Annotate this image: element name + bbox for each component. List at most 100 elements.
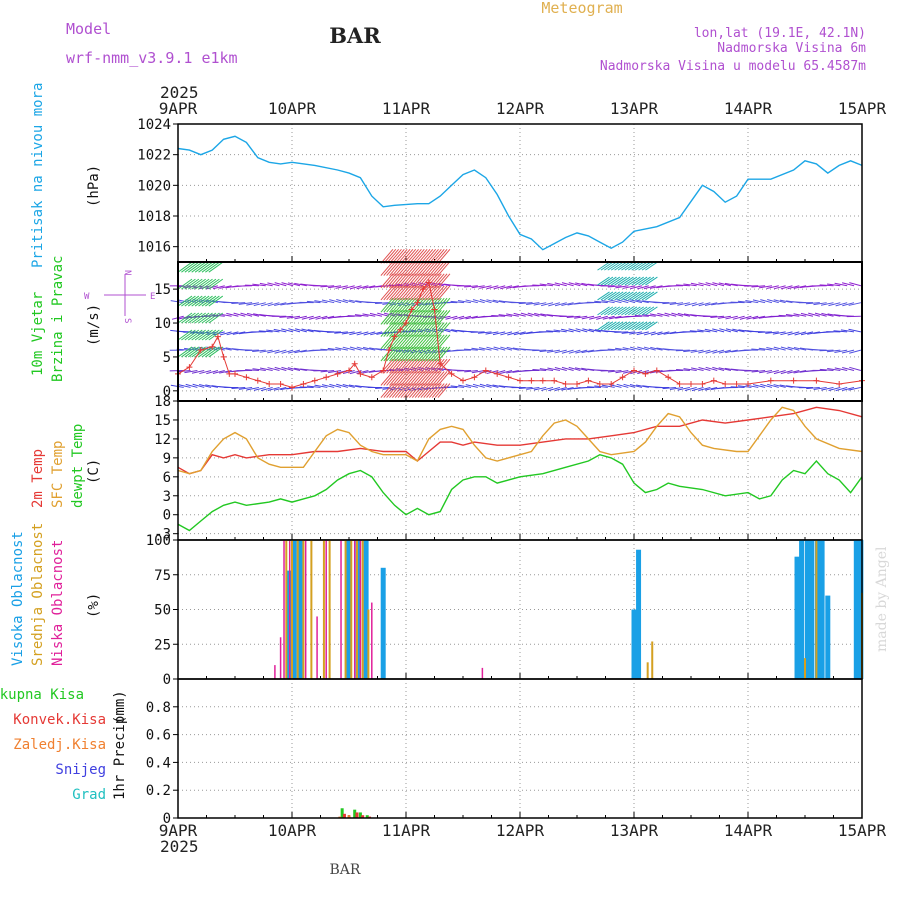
- wind-barb-green: [191, 261, 206, 273]
- wind-barb: [737, 385, 752, 388]
- wind-barb-teal: [645, 291, 658, 301]
- wind-barb: [260, 302, 273, 307]
- wind-barb: [471, 347, 485, 351]
- wind-barb: [238, 302, 253, 305]
- wind-barb: [683, 283, 697, 287]
- wind-barb-storm: [437, 322, 451, 337]
- y-tick-label: 0.8: [146, 700, 171, 716]
- wind-barb: [397, 302, 410, 307]
- wind-barb: [479, 299, 492, 304]
- wind-barb: [526, 302, 540, 305]
- wind-barb-teal: [610, 291, 624, 301]
- wind-barb-storm: [411, 383, 425, 398]
- wind-barb-storm: [428, 261, 442, 276]
- wind-speed-point: [494, 370, 501, 377]
- wind-barb: [710, 315, 725, 319]
- wind-barb-storm: [409, 310, 422, 325]
- wind-barb: [500, 331, 513, 336]
- wind-speed-point: [631, 367, 637, 374]
- wind-barb-storm: [437, 273, 451, 289]
- wind-barb-teal: [638, 276, 651, 286]
- wind-barb-storm: [386, 285, 399, 301]
- wind-barb-storm: [394, 261, 408, 276]
- wind-barb-teal: [614, 321, 627, 331]
- wind-barb-teal: [624, 276, 638, 286]
- wind-speed-point: [460, 377, 466, 384]
- wind-barb: [520, 312, 533, 317]
- wind-barb: [498, 314, 513, 317]
- wind-barb: [765, 331, 779, 334]
- wind-barb: [780, 346, 793, 351]
- wind-barb-green: [181, 295, 196, 307]
- date-label-top: 12APR: [496, 99, 545, 118]
- wind-barb-teal: [628, 276, 641, 286]
- wind-barb: [730, 386, 745, 388]
- wind-barb-green: [184, 261, 200, 273]
- wind-barb-teal: [641, 276, 655, 286]
- wind-barb: [820, 302, 834, 306]
- wind-barb: [212, 331, 225, 336]
- wind-barb: [267, 367, 280, 371]
- wind-barb: [253, 302, 266, 307]
- wind-barb: [539, 368, 554, 371]
- wind-barb-storm: [409, 383, 422, 398]
- wind-barb-storm: [414, 322, 428, 337]
- wind-barb: [698, 282, 711, 287]
- wind-barb: [199, 370, 212, 375]
- wind-barb: [704, 328, 718, 333]
- precip-bar: [340, 808, 344, 818]
- wind-barb-storm: [380, 310, 394, 325]
- wind-barb-teal: [617, 306, 631, 316]
- wind-barb: [506, 346, 519, 351]
- wind-barb: [793, 369, 807, 374]
- wind-barb: [486, 285, 499, 290]
- wind-barb-storm: [380, 297, 394, 313]
- wind-barb: [486, 299, 499, 304]
- wind-barb: [785, 314, 800, 317]
- model-name: wrf-nmm_v3.9.1 e1km: [66, 49, 238, 67]
- wind-barb: [657, 312, 670, 317]
- wind-barb: [342, 299, 355, 304]
- wind-barb: [819, 368, 834, 371]
- wind-barb-storm: [434, 334, 448, 350]
- wind-barb-storm: [380, 334, 394, 350]
- cloud-bar: [304, 540, 307, 679]
- wind-barb: [349, 331, 362, 336]
- wind-speed-point: [619, 374, 626, 381]
- wind-barb-storm: [426, 346, 439, 362]
- series-line-2m-temp: [177, 406, 863, 475]
- pressure-unit-label: (hPa): [86, 165, 102, 207]
- wind-barb: [199, 383, 212, 388]
- wind-barb: [539, 283, 554, 287]
- wind-barb-storm: [397, 371, 411, 386]
- wind-barb: [541, 386, 554, 391]
- wind-barb-storm: [383, 371, 397, 386]
- wind-speed-point: [528, 377, 535, 384]
- wind-barb-storm: [391, 261, 405, 276]
- wind-barb-storm: [409, 371, 422, 386]
- wind-barb: [787, 346, 800, 351]
- wind-barb-teal: [624, 306, 638, 316]
- wind-barb-storm: [417, 383, 431, 398]
- wind-barb-storm: [417, 371, 431, 386]
- wind-speed-point: [408, 306, 415, 313]
- wind-barb-green: [177, 278, 193, 290]
- wind-barb: [320, 348, 335, 351]
- wind-barb-storm: [420, 346, 434, 362]
- wind-barb: [615, 285, 629, 289]
- wind-barb: [821, 312, 834, 317]
- y-tick-label: 0: [163, 384, 171, 400]
- cloud-bar: [353, 540, 356, 679]
- wind-barb-teal: [641, 291, 655, 301]
- wind-barb: [842, 366, 855, 371]
- wind-speed-point: [186, 364, 193, 371]
- wind-barb: [773, 285, 786, 290]
- wind-barb: [375, 386, 389, 390]
- wind-barb: [806, 302, 820, 305]
- wind-barb-storm: [409, 334, 422, 350]
- date-label-bottom: 12APR: [496, 821, 545, 840]
- wind-barb-green: [205, 346, 220, 358]
- wind-barb: [354, 314, 369, 317]
- wind-barb-teal: [638, 306, 651, 316]
- wind-barb: [526, 386, 540, 390]
